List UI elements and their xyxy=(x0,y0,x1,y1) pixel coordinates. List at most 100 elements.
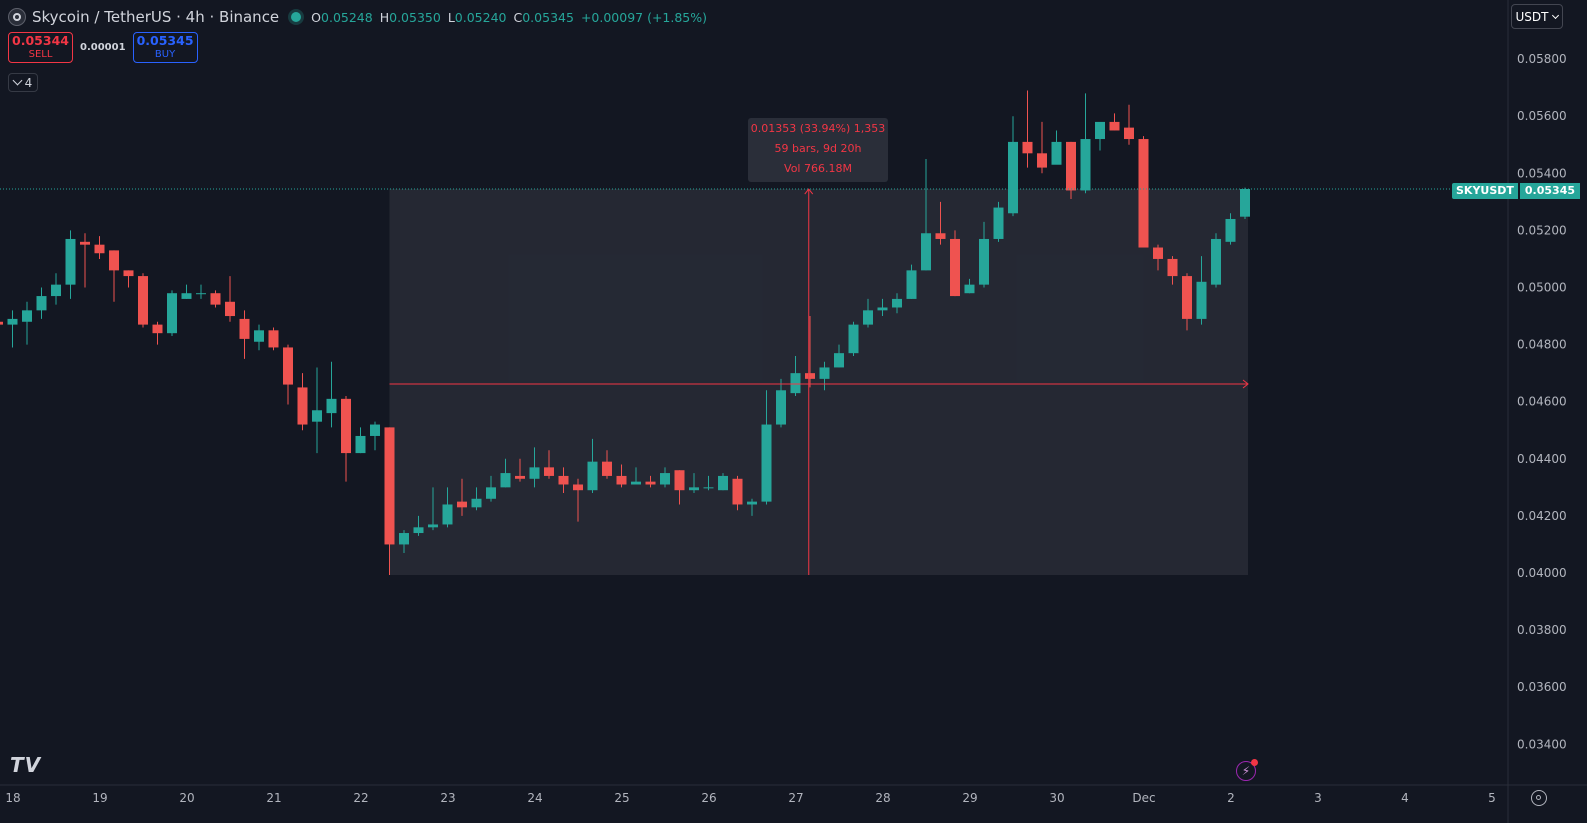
lightning-icon[interactable]: ⚡ xyxy=(1236,759,1258,781)
measure-bars: 59 bars, 9d 20h xyxy=(774,142,862,155)
candle-down xyxy=(384,427,395,545)
candle-down xyxy=(1066,141,1076,191)
candle-up xyxy=(747,501,757,505)
candle-up xyxy=(993,207,1004,239)
quote-currency-select[interactable]: USDT xyxy=(1511,4,1563,29)
sell-price: 0.05344 xyxy=(12,32,69,48)
x-tick-label: 2 xyxy=(1227,791,1235,805)
candle-down xyxy=(1124,127,1134,140)
candle-up xyxy=(631,481,641,485)
candles xyxy=(0,90,1250,575)
candle-down xyxy=(1153,247,1163,259)
indicators-toggle-button[interactable]: 4 xyxy=(8,73,38,92)
y-tick-label: 0.04400 xyxy=(1517,452,1567,466)
gear-icon[interactable] xyxy=(1531,790,1547,806)
measure-range-box[interactable] xyxy=(389,189,1249,575)
y-tick-label: 0.04000 xyxy=(1517,566,1567,580)
candle-up xyxy=(1051,141,1062,165)
candle-down xyxy=(225,301,235,317)
candle-down xyxy=(515,475,525,479)
candle-down xyxy=(268,330,279,348)
candle-up xyxy=(1008,141,1018,214)
candle-up xyxy=(877,307,888,311)
candle-down xyxy=(1037,153,1047,168)
candle-down xyxy=(1182,276,1192,319)
candle-up xyxy=(660,473,670,485)
candle-down xyxy=(1022,141,1033,154)
candle-down xyxy=(1109,121,1120,131)
candle-up xyxy=(1196,281,1207,319)
candle-up xyxy=(181,293,192,299)
measure-volume: Vol 766.18M xyxy=(784,162,852,175)
candle-up xyxy=(979,238,989,285)
x-tick-label: 23 xyxy=(440,791,455,805)
y-tick-label: 0.05200 xyxy=(1517,223,1567,237)
candle-up xyxy=(196,293,206,295)
candle-up xyxy=(167,293,177,334)
candle-down xyxy=(602,461,612,476)
candle-down xyxy=(210,293,221,305)
x-tick-label: 18 xyxy=(5,791,20,805)
x-tick-label: 19 xyxy=(92,791,107,805)
candle-up xyxy=(689,487,699,491)
measure-tooltip: 0.01353 (33.94%) 1,353 59 bars, 9d 20h V… xyxy=(748,118,888,182)
symbol-title[interactable]: Skycoin / TetherUS · 4h · Binance xyxy=(32,8,280,26)
y-tick-label: 0.03800 xyxy=(1517,623,1567,637)
candle-down xyxy=(558,475,569,485)
candle-up xyxy=(355,435,366,454)
candle-down xyxy=(573,484,583,491)
candle-up xyxy=(7,318,18,325)
candle-up xyxy=(776,390,786,425)
measure-right-arrow xyxy=(1242,379,1249,389)
y-tick-label: 0.05400 xyxy=(1517,166,1567,180)
x-tick-label: 24 xyxy=(527,791,542,805)
x-tick-label: 21 xyxy=(266,791,281,805)
y-tick-label: 0.03600 xyxy=(1517,680,1567,694)
candle-up xyxy=(36,296,47,311)
candle-down xyxy=(544,467,554,476)
candle-down xyxy=(805,373,815,379)
candle-up xyxy=(500,473,511,488)
candle-up xyxy=(1080,139,1091,191)
quote-currency-label: USDT xyxy=(1515,9,1549,24)
candle-up xyxy=(834,353,844,368)
last-price-tag: SKYUSDT 0.05345 xyxy=(1452,183,1581,199)
candle-up xyxy=(1211,238,1221,285)
candle-down xyxy=(674,470,685,491)
buy-button[interactable]: 0.05345 BUY xyxy=(132,32,198,63)
candle-up xyxy=(790,373,801,394)
candle-up xyxy=(312,410,322,422)
candle-up xyxy=(471,498,482,508)
candle-down xyxy=(94,244,105,254)
y-tick-label: 0.05000 xyxy=(1517,281,1567,295)
open-value: 0.05248 xyxy=(321,9,373,25)
ohlc-values: O0.05248 H0.05350 L0.05240 C0.05345 +0.0… xyxy=(311,10,707,25)
y-tick-label: 0.04600 xyxy=(1517,395,1567,409)
x-tick-label: 27 xyxy=(788,791,803,805)
candle-down xyxy=(109,250,119,271)
sell-button[interactable]: 0.05344 SELL xyxy=(8,32,73,63)
y-tick-label: 0.03400 xyxy=(1517,737,1567,751)
close-value: 0.05345 xyxy=(522,9,574,25)
candle-up xyxy=(428,524,438,528)
tradingview-logo-icon[interactable]: T V xyxy=(10,753,40,777)
low-value: 0.05240 xyxy=(454,9,507,25)
y-tick-label: 0.04200 xyxy=(1517,509,1567,523)
spread-value: 0.00001 xyxy=(80,42,126,53)
measure-change: 0.01353 (33.94%) 1,353 xyxy=(750,122,886,135)
high-value: 0.05350 xyxy=(389,9,441,25)
buy-price: 0.05345 xyxy=(136,32,194,48)
candle-up xyxy=(863,310,873,325)
candle-up xyxy=(964,284,975,294)
candle-up xyxy=(370,424,380,436)
y-tick-label: 0.04800 xyxy=(1517,338,1567,352)
candle-down xyxy=(950,238,960,297)
x-tick-label: 5 xyxy=(1488,791,1496,805)
candle-down xyxy=(152,324,163,334)
change-value: +0.00097 (+1.85%) xyxy=(580,9,708,25)
candle-up xyxy=(442,504,453,525)
measure-up-arrow xyxy=(804,188,814,195)
